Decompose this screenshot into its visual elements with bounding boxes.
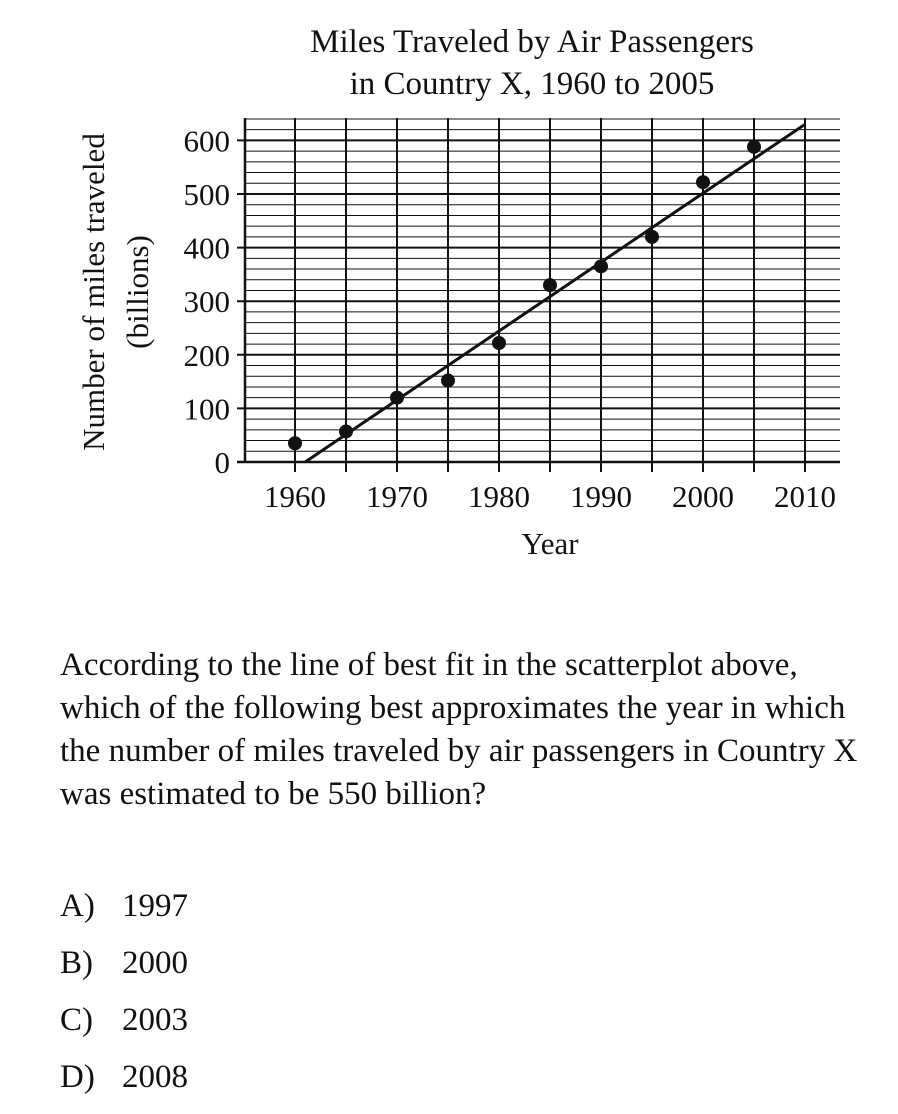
y-tick-label: 100 <box>184 391 231 426</box>
choice-letter: D) <box>60 1059 95 1095</box>
choice-a[interactable]: A) 1997 <box>60 878 188 935</box>
y-tick-label: 500 <box>184 177 231 212</box>
data-points <box>288 139 761 451</box>
y-axis-label-line-1: Number of miles traveled <box>76 133 111 451</box>
x-tick-labels: 1960 1970 1980 1990 2000 2010 <box>264 479 836 514</box>
y-axis-label-line-2: (billions) <box>120 235 155 349</box>
data-point <box>339 424 353 439</box>
x-tick-label: 1980 <box>468 479 530 514</box>
x-tick-label: 1960 <box>264 479 326 514</box>
choice-d[interactable]: D) 2008 <box>60 1049 188 1106</box>
x-tick-label: 1990 <box>570 479 632 514</box>
choice-letter: A) <box>60 888 95 924</box>
grid <box>237 118 840 472</box>
best-fit-line <box>304 123 806 464</box>
choice-b[interactable]: B) 2000 <box>60 935 188 992</box>
choice-value: 1997 <box>122 888 188 924</box>
choice-c[interactable]: C) 2003 <box>60 992 188 1049</box>
x-tick-label: 1970 <box>366 479 428 514</box>
y-tick-labels: 0 100 200 300 400 500 600 <box>184 123 231 480</box>
data-point <box>441 373 455 388</box>
data-point <box>543 278 557 293</box>
x-tick-label: 2000 <box>672 479 734 514</box>
choice-value: 2000 <box>122 945 188 981</box>
y-tick-label: 300 <box>184 284 231 319</box>
y-axis-label: Number of miles traveled (billions) <box>76 133 155 451</box>
choice-value: 2003 <box>122 1002 188 1038</box>
chart-title-line-1: Miles Traveled by Air Passengers <box>310 24 754 60</box>
choice-letter: C) <box>60 1002 93 1038</box>
data-point <box>288 436 302 451</box>
data-point <box>645 229 659 244</box>
y-tick-label: 0 <box>215 445 231 480</box>
question-text: According to the line of best fit in the… <box>60 647 858 812</box>
data-point <box>696 175 710 190</box>
answer-choices: A) 1997 B) 2000 C) 2003 D) 2008 <box>60 878 188 1106</box>
y-tick-label: 400 <box>184 231 231 266</box>
data-point <box>747 139 761 154</box>
y-tick-label: 200 <box>184 338 231 373</box>
x-axis-label: Year <box>521 526 579 561</box>
data-point <box>390 390 404 405</box>
data-point <box>492 336 506 351</box>
scatterplot: Miles Traveled by Air Passengers in Coun… <box>76 24 840 561</box>
choice-letter: B) <box>60 945 93 981</box>
y-tick-label: 600 <box>184 123 231 158</box>
choice-value: 2008 <box>122 1059 188 1095</box>
data-point <box>594 259 608 274</box>
chart-title-line-2: in Country X, 1960 to 2005 <box>350 66 715 102</box>
x-tick-label: 2010 <box>774 479 836 514</box>
